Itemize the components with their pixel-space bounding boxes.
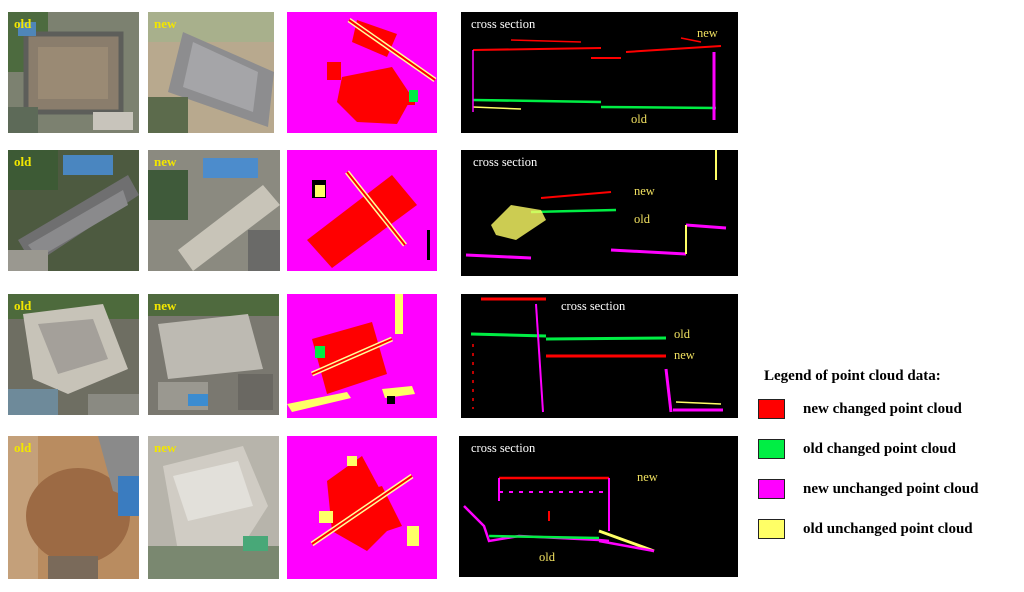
row1-cross-section: cross section new old bbox=[461, 12, 738, 133]
row3-cross-section: cross section old new bbox=[461, 294, 738, 418]
legend-label: new unchanged point cloud bbox=[803, 480, 979, 497]
cross-section-new-label: new bbox=[697, 26, 718, 40]
cross-section-old-label: old bbox=[539, 550, 555, 564]
row1-new-photo: new bbox=[148, 12, 274, 133]
legend-swatch bbox=[758, 399, 785, 419]
old-label: old bbox=[14, 16, 32, 31]
new-label: new bbox=[154, 440, 177, 455]
aerial-photo-old-3 bbox=[8, 294, 139, 415]
legend-item-old-unchanged: old unchanged point cloud bbox=[748, 517, 1020, 541]
aerial-photo-old-4 bbox=[8, 436, 139, 579]
cross-section-title: cross section bbox=[471, 441, 536, 455]
old-label: old bbox=[14, 298, 32, 313]
old-label: old bbox=[14, 154, 32, 169]
old-label: old bbox=[14, 440, 32, 455]
legend-item-old-changed: old changed point cloud bbox=[748, 437, 1020, 461]
row4-old-photo: old bbox=[8, 436, 139, 579]
cross-section-old-label: old bbox=[631, 112, 647, 126]
legend-swatch bbox=[758, 519, 785, 539]
cross-section-new-label: new bbox=[674, 348, 695, 362]
row3-change-map bbox=[287, 294, 437, 418]
row1-old-photo: old bbox=[8, 12, 139, 133]
cross-section-title: cross section bbox=[473, 155, 538, 169]
row4-change-map bbox=[287, 436, 437, 579]
row3-old-photo: old bbox=[8, 294, 139, 415]
row3-new-photo: new bbox=[148, 294, 279, 415]
cross-section-title: cross section bbox=[471, 17, 536, 31]
cross-section-plot-4 bbox=[459, 436, 738, 577]
new-label: new bbox=[154, 298, 177, 313]
row2-cross-section: cross section new old bbox=[461, 150, 738, 276]
change-map-2 bbox=[287, 150, 437, 271]
legend-item-new-changed: new changed point cloud bbox=[748, 397, 1020, 421]
row1-change-map bbox=[287, 12, 437, 133]
row2-new-photo: new bbox=[148, 150, 280, 271]
cross-section-plot-2 bbox=[461, 150, 738, 276]
cross-section-new-label: new bbox=[637, 470, 658, 484]
change-map-3 bbox=[287, 294, 437, 418]
cross-section-title: cross section bbox=[561, 299, 626, 313]
aerial-photo-new-1 bbox=[148, 12, 274, 133]
cross-section-new-label: new bbox=[634, 184, 655, 198]
cross-section-plot-1 bbox=[461, 12, 738, 133]
legend-label: old unchanged point cloud bbox=[803, 520, 973, 537]
legend-label: new changed point cloud bbox=[803, 400, 962, 417]
aerial-photo-new-3 bbox=[148, 294, 279, 415]
aerial-photo-new-4 bbox=[148, 436, 279, 579]
legend-title: Legend of point cloud data: bbox=[764, 368, 941, 384]
new-label: new bbox=[154, 16, 177, 31]
legend-swatch bbox=[758, 439, 785, 459]
new-label: new bbox=[154, 154, 177, 169]
row4-cross-section: cross section new old bbox=[459, 436, 738, 577]
legend-item-new-unchanged: new unchanged point cloud bbox=[748, 477, 1020, 501]
change-map-4 bbox=[287, 436, 437, 579]
cross-section-plot-3 bbox=[461, 294, 738, 418]
legend-label: old changed point cloud bbox=[803, 440, 956, 457]
aerial-photo-old-2 bbox=[8, 150, 139, 271]
row2-change-map bbox=[287, 150, 437, 271]
change-map-1 bbox=[287, 12, 437, 133]
legend: Legend of point cloud data: new changed … bbox=[748, 368, 1020, 557]
aerial-photo-old-1 bbox=[8, 12, 139, 133]
aerial-photo-new-2 bbox=[148, 150, 280, 271]
cross-section-old-label: old bbox=[674, 327, 690, 341]
row4-new-photo: new bbox=[148, 436, 279, 579]
legend-swatch bbox=[758, 479, 785, 499]
cross-section-old-label: old bbox=[634, 212, 650, 226]
row2-old-photo: old bbox=[8, 150, 139, 271]
